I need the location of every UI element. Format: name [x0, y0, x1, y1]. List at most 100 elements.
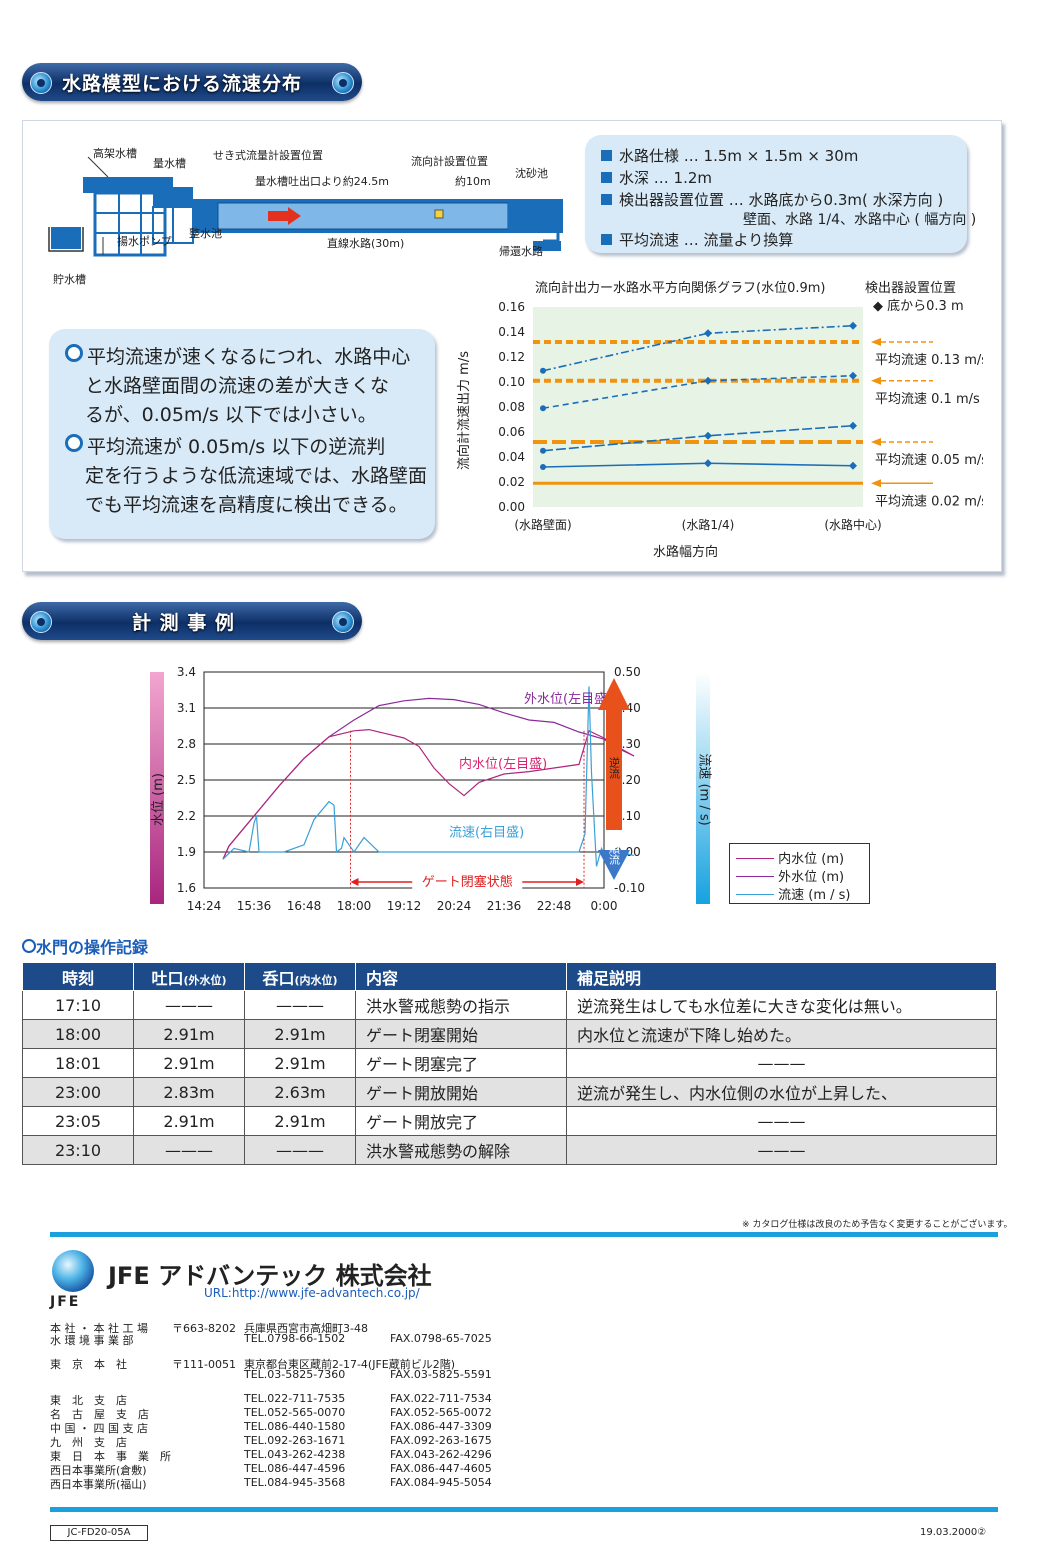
- cell-time: 17:10: [22, 990, 134, 1020]
- cell-note: ———: [566, 1048, 997, 1078]
- cell-content: ゲート閉塞開始: [355, 1019, 567, 1049]
- office-fax: FAX.052-565-0072: [390, 1406, 492, 1419]
- legend-item: 流速 (m / s): [736, 884, 851, 903]
- channel-model-diagram: [48, 156, 563, 257]
- velocity-right-gradient-bar: [696, 672, 710, 904]
- x-tick-label: 0:00: [591, 899, 618, 913]
- x-tick-label: 20:24: [437, 899, 472, 913]
- footer-bottom-rule: [50, 1507, 998, 1512]
- company-name: JFE アドバンテック 株式会社: [108, 1262, 432, 1290]
- series-label: 平均流速 0.02 m/s: [875, 494, 983, 509]
- office-fax: FAX.0798-65-7025: [390, 1332, 492, 1345]
- header-outlet: 吐口(外水位): [133, 962, 245, 991]
- arrow-head-icon: [871, 479, 881, 488]
- office-tel: TEL.043-262-4238: [244, 1448, 346, 1461]
- cell-time: 18:01: [22, 1048, 134, 1078]
- y-tick-label: 0.14: [498, 325, 525, 339]
- note-item: 平均流速が 0.05m/s 以下の逆流判 定を行うような低流速域では、水路壁面 …: [65, 433, 427, 520]
- office-fax: FAX.086-447-4605: [390, 1462, 492, 1475]
- company-url[interactable]: URL:http://www.jfe-advantech.co.jp/: [204, 1286, 420, 1300]
- y-tick-label: 0.04: [498, 450, 525, 464]
- legend-item: 外水位 (m): [736, 866, 844, 885]
- footer-top-rule: [50, 1232, 998, 1237]
- velocity-annotation: 流速(右目盛): [449, 825, 524, 840]
- label-return-channel: 帰還水路: [499, 245, 543, 258]
- label-flow-meter-position: 流向計設置位置: [411, 155, 488, 168]
- y-right-tick-label: 0.50: [614, 665, 641, 679]
- table-row: 23:10 ——— ——— 洪水警戒態勢の解除 ———: [22, 1135, 997, 1165]
- series-line: [542, 374, 854, 410]
- office-list: 本 社 ・ 本 社 工 場 〒663-8202 兵庫県西宮市高畑町3-48 水 環 境…: [50, 1320, 750, 1500]
- office-name: 九 州 支 店: [50, 1436, 127, 1449]
- forward-flow-label: 順流: [608, 843, 621, 865]
- office-tel: TEL.092-263-1671: [244, 1434, 346, 1447]
- gate-operation-table: 時刻 吐口(外水位) 呑口(内水位) 内容 補足説明 17:10 ——— ——— 洪水…: [22, 962, 997, 1165]
- cell-content: 洪水警戒態勢の解除: [355, 1135, 567, 1165]
- cell-outlet: ———: [133, 990, 245, 1020]
- arrow-head-icon: [871, 338, 881, 346]
- x-tick-label: 18:00: [337, 899, 372, 913]
- y-left-tick-label: 3.4: [177, 665, 196, 679]
- office-tel: TEL.086-447-4596: [244, 1462, 346, 1475]
- gate-label-bg: [412, 872, 523, 890]
- circle-bullet-icon: [65, 434, 83, 452]
- forward-flow-arrow-icon: [598, 850, 630, 880]
- x-tick-label: 21:36: [487, 899, 522, 913]
- office-tel: TEL.03-5825-7360: [244, 1368, 346, 1381]
- office-name: 西日本事業所(倉敷): [50, 1464, 147, 1477]
- section-title: 水路模型における流速分布: [62, 73, 303, 95]
- cell-note: 逆流が発生し、内水位側の水位が上昇した、: [566, 1077, 997, 1107]
- flow-distribution-panel: 高架水槽 量水槽 せき式流量計設置位置 流向計設置位置 沈砂池 量水槽吐出口より…: [22, 120, 1002, 572]
- data-point: [704, 459, 712, 468]
- chart1-xlabel: 水路幅方向: [653, 545, 719, 560]
- cell-outlet: ———: [133, 1135, 245, 1165]
- office-addr: 兵庫県西宮市高畑町3-48: [244, 1322, 368, 1335]
- plot-area: [533, 307, 863, 507]
- label-from-outlet: 量水槽吐出口より約24.5m: [255, 175, 389, 188]
- catalog-date: 19.03.2000②: [920, 1527, 987, 1538]
- cell-note: 逆流発生はしても水位差に大きな変化は無い。: [566, 990, 997, 1020]
- cell-outlet: 2.91m: [133, 1019, 245, 1049]
- cell-outlet: 2.91m: [133, 1048, 245, 1078]
- data-point: [849, 461, 857, 470]
- bullet-icon: [332, 611, 354, 633]
- reverse-flow-arrow-icon: [598, 678, 630, 830]
- header-content: 内容: [355, 962, 567, 991]
- y-right-tick-label: -0.10: [614, 881, 645, 895]
- section-header-flow-distribution: 水路模型における流速分布: [22, 63, 362, 101]
- spec-item-continuation: 壁面、水路 1/4、水路中心 ( 幅方向 ): [743, 212, 977, 228]
- x-tick-label: 15:36: [237, 899, 272, 913]
- reverse-flow-label: 逆流: [608, 756, 621, 779]
- office-fax: FAX.03-5825-5591: [390, 1368, 492, 1381]
- y-tick-label: 0.10: [498, 375, 525, 389]
- office-name: 名 古 屋 支 店: [50, 1408, 149, 1421]
- chart1-title: 流向計出力ー水路水平方向関係グラフ(水位0.9m): [535, 281, 826, 296]
- cell-inlet: 2.63m: [244, 1077, 356, 1107]
- y-tick-label: 0.06: [498, 425, 525, 439]
- y-tick-label: 0.00: [498, 500, 525, 514]
- office-name: 東 京 本 社: [50, 1358, 127, 1371]
- catalog-code: JC-FD20-05A: [50, 1525, 148, 1541]
- cell-content: 洪水警戒態勢の指示: [355, 990, 567, 1020]
- table-row: 23:05 2.91m 2.91m ゲート開放完了 ———: [22, 1106, 997, 1136]
- data-point: [849, 421, 857, 430]
- label-regulating-pond: 整水池: [189, 227, 222, 240]
- office-fax: FAX.022-711-7534: [390, 1392, 492, 1405]
- diamond-marker-icon: ◆: [873, 299, 883, 314]
- office-fax: FAX.086-447-3309: [390, 1420, 492, 1433]
- y-left-tick-label: 3.1: [177, 701, 196, 715]
- cell-inlet: ———: [244, 1135, 356, 1165]
- arrow-right-icon: [576, 878, 584, 886]
- office-name: 西日本事業所(福山): [50, 1478, 147, 1491]
- circle-bullet-icon: [65, 344, 83, 362]
- x-tick-label: 22:48: [537, 899, 572, 913]
- cell-note: 内水位と流速が下降し始めた。: [566, 1019, 997, 1049]
- table-caption: 水門の操作記録: [22, 934, 148, 958]
- office-name: 本 社 ・ 本 社 工 場: [50, 1322, 148, 1335]
- x-tick-label: (水路壁面): [514, 517, 571, 532]
- data-point: [704, 329, 712, 338]
- arrow-head-icon: [871, 376, 881, 385]
- spec-item: 水深 … 1.2m: [601, 167, 712, 188]
- label-measuring-tank: 量水槽: [153, 157, 186, 170]
- office-fax: FAX.084-945-5054: [390, 1476, 492, 1489]
